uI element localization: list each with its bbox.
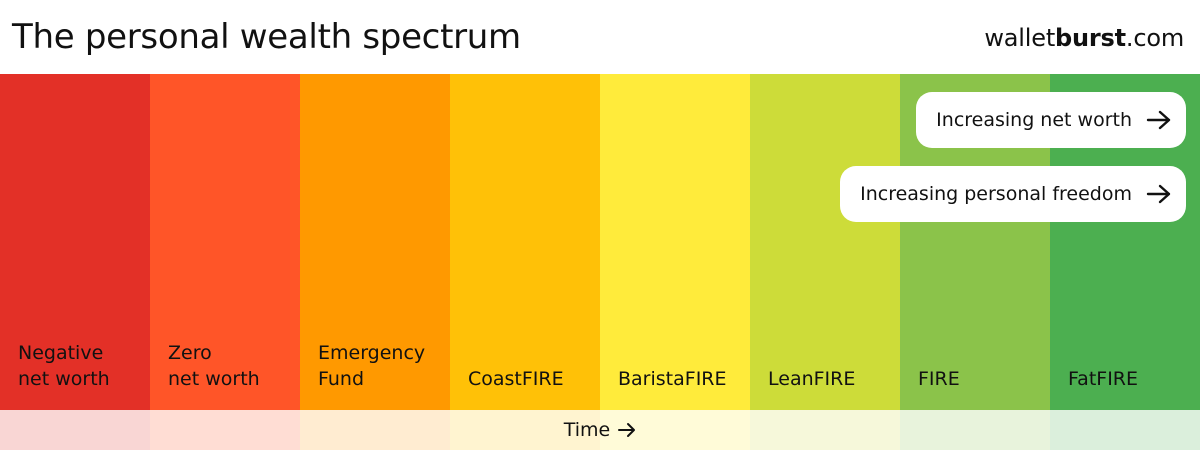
brand-suffix: .com	[1125, 24, 1184, 52]
band-label: CoastFIRE	[468, 368, 564, 390]
band-label: LeanFIRE	[768, 368, 856, 390]
page-title: The personal wealth spectrum	[12, 17, 521, 57]
arrow-right-icon	[1146, 184, 1171, 204]
strip-cell	[300, 410, 450, 450]
band-label: Zero net worth	[168, 342, 260, 390]
increasing-personal-freedom-pill: Increasing personal freedom	[840, 166, 1186, 222]
time-strip	[0, 410, 1200, 450]
band-label: FIRE	[918, 368, 960, 390]
brand-bold: burst	[1055, 24, 1126, 52]
band-baristafire: BaristaFIRE	[600, 74, 750, 410]
band-negative-net-worth: Negative net worth	[0, 74, 150, 410]
time-axis-label: Time	[0, 410, 1200, 450]
header: The personal wealth spectrum walletburst…	[0, 0, 1200, 74]
band-emergency-fund: Emergency Fund	[300, 74, 450, 410]
strip-cell	[750, 410, 900, 450]
strip-cell	[900, 410, 1050, 450]
strip-cell	[450, 410, 600, 450]
spectrum-bands: Negative net worth Zero net worth Emerge…	[0, 74, 1200, 410]
arrow-right-icon	[618, 423, 636, 437]
increasing-net-worth-pill: Increasing net worth	[916, 92, 1186, 148]
strip-cell	[150, 410, 300, 450]
band-label: Emergency Fund	[318, 342, 426, 390]
band-label: BaristaFIRE	[618, 368, 727, 390]
band-zero-net-worth: Zero net worth	[150, 74, 300, 410]
band-coastfire: CoastFIRE	[450, 74, 600, 410]
pill-label: Increasing net worth	[936, 109, 1132, 131]
band-leanfire: LeanFIRE	[750, 74, 900, 410]
brand-logo: walletburst.com	[984, 24, 1184, 52]
band-label: Negative net worth	[18, 342, 110, 390]
strip-cell	[1050, 410, 1200, 450]
pill-label: Increasing personal freedom	[860, 183, 1132, 205]
brand-prefix: wallet	[984, 24, 1056, 52]
band-label: FatFIRE	[1068, 368, 1139, 390]
strip-cell	[0, 410, 150, 450]
time-label: Time	[563, 419, 611, 441]
arrow-right-icon	[1146, 110, 1171, 130]
